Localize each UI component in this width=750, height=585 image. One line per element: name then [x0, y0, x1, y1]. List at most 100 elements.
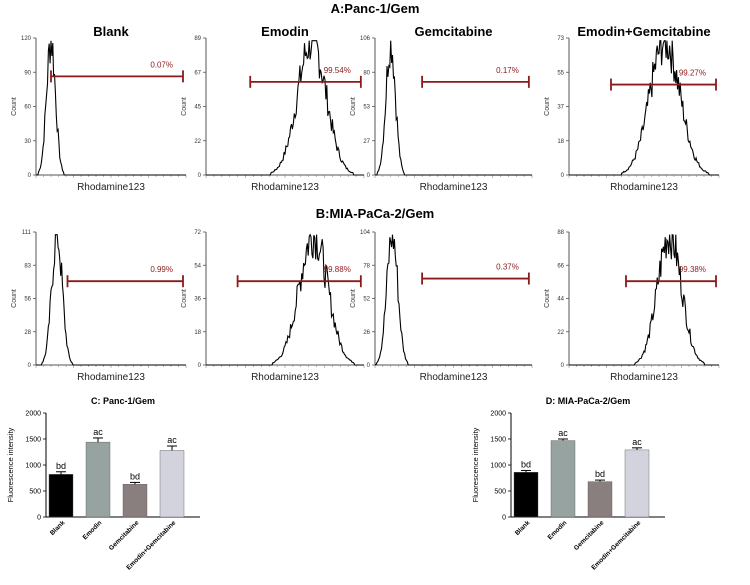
histogram-panel: 0 28 56 83 111 Count Rhodamine123 0.99% [11, 230, 187, 383]
y-axis-label: Count [11, 97, 18, 116]
histogram-panel: Blank 0 30 60 90 120 Count Rhodamine123 0.07% [11, 24, 187, 193]
y-tick-label: 88 [557, 230, 564, 236]
y-tick-label: 1000 [25, 463, 41, 470]
x-axis-label: Rhodamine123 [251, 372, 319, 383]
panel-title: Emodin+Gemcitabine [577, 24, 710, 39]
y-tick-label: 53 [363, 105, 370, 111]
panel-title: Emodin [261, 24, 309, 39]
histogram-panel: 0 18 36 54 72 Count Rhodamine123 99.88% [181, 230, 365, 383]
bar [48, 474, 74, 518]
y-tick-label: 83 [24, 263, 31, 269]
y-tick-label: 67 [194, 70, 201, 76]
bar [587, 481, 613, 518]
histogram-panel: 0 26 52 78 104 Count Rhodamine123 0.37% [350, 230, 533, 383]
y-tick-label: 28 [24, 330, 31, 336]
y-tick-label: 0 [198, 173, 202, 179]
significance-label: bd [130, 471, 140, 481]
histogram-trace [36, 234, 186, 366]
y-tick-label: 52 [363, 297, 370, 303]
y-tick-label: 1500 [490, 437, 506, 444]
y-tick-label: 54 [194, 263, 201, 269]
category-label: Gemcitabine [108, 519, 141, 552]
bar-chart: D: MIA-PaCa-2/Gem 0 500 1000 1500 2000 Fluores… [471, 396, 665, 572]
y-tick-label: 27 [363, 139, 370, 145]
y-tick-label: 120 [21, 36, 32, 42]
y-axis-label: Count [11, 289, 18, 308]
y-tick-label: 89 [194, 36, 201, 42]
histogram-panel: 0 22 44 66 88 Count Rhodamine123 99.38% [544, 230, 720, 383]
y-axis-label: Count [181, 97, 188, 116]
y-tick-label: 56 [24, 297, 31, 303]
histogram-trace [569, 40, 719, 176]
y-tick-label: 500 [494, 489, 506, 496]
bar [624, 449, 650, 518]
y-tick-label: 0 [37, 515, 41, 522]
y-tick-label: 90 [24, 70, 31, 76]
gate-percentage-label: 99.54% [324, 66, 351, 75]
category-label: Blank [49, 519, 67, 537]
y-tick-label: 0 [502, 515, 506, 522]
y-tick-label: 0 [561, 363, 565, 369]
y-tick-label: 0 [367, 173, 371, 179]
bar-chart: C: Panc-1/Gem 0 500 1000 1500 2000 Fluorescenc… [6, 396, 200, 572]
y-tick-label: 22 [557, 330, 564, 336]
section-a-title: A:Panc-1/Gem [331, 1, 420, 16]
y-axis-label: Count [181, 289, 188, 308]
significance-label: bd [595, 469, 605, 479]
y-axis-label: Count [544, 97, 551, 116]
histogram-trace [206, 40, 364, 176]
bar-chart-title: D: MIA-PaCa-2/Gem [546, 396, 631, 406]
bar [85, 441, 111, 518]
y-tick-label: 60 [24, 105, 31, 111]
histogram-trace [375, 40, 532, 176]
gate-percentage-label: 99.88% [324, 265, 351, 274]
y-tick-label: 0 [28, 173, 32, 179]
histogram-panel: Emodin 0 22 45 67 89 Count Rhodamine123 99.54% [181, 24, 365, 193]
y-tick-label: 36 [194, 297, 201, 303]
significance-label: ac [93, 427, 103, 437]
y-tick-label: 500 [29, 489, 41, 496]
histogram-trace [569, 233, 719, 366]
y-tick-label: 0 [561, 173, 565, 179]
y-tick-label: 80 [363, 70, 370, 76]
gate-percentage-label: 0.37% [496, 263, 519, 272]
bar [513, 472, 539, 518]
y-axis-label: Count [544, 289, 551, 308]
x-axis-label: Rhodamine123 [420, 182, 488, 193]
y-tick-label: 66 [557, 263, 564, 269]
x-axis-label: Rhodamine123 [77, 182, 145, 193]
histogram-panel: Gemcitabine 0 27 53 80 106 Count Rhodamine123 0.… [350, 24, 533, 193]
y-tick-label: 73 [557, 36, 564, 42]
y-tick-label: 72 [194, 230, 201, 236]
histogram-panel: Emodin+Gemcitabine 0 18 37 55 73 Count Rhodamin… [544, 24, 720, 193]
gate-percentage-label: 99.27% [679, 69, 706, 78]
y-tick-label: 104 [360, 230, 371, 236]
bar-chart-title: C: Panc-1/Gem [91, 396, 155, 406]
y-axis-label: Fluorescence intensity [6, 427, 15, 502]
y-axis-label: Count [350, 289, 357, 308]
histogram-trace [36, 40, 186, 176]
histogram-trace [375, 234, 532, 366]
category-label: Emodin [82, 519, 104, 541]
significance-label: bd [56, 461, 66, 471]
significance-label: bd [521, 459, 531, 469]
category-label: Blank [514, 519, 532, 537]
x-axis-label: Rhodamine123 [610, 372, 678, 383]
y-tick-label: 26 [363, 330, 370, 336]
significance-label: ac [558, 428, 568, 438]
x-axis-label: Rhodamine123 [610, 182, 678, 193]
category-label: Emodin [547, 519, 569, 541]
category-label: Gemcitabine [573, 519, 606, 552]
histogram-trace [206, 233, 364, 366]
bar [122, 484, 148, 518]
y-tick-label: 45 [194, 105, 201, 111]
y-tick-label: 44 [557, 297, 564, 303]
y-tick-label: 0 [198, 363, 202, 369]
y-axis-label: Fluorescence intensity [471, 427, 480, 502]
y-tick-label: 78 [363, 263, 370, 269]
y-tick-label: 55 [557, 70, 564, 76]
bar [159, 450, 185, 518]
x-axis-label: Rhodamine123 [251, 182, 319, 193]
bar [550, 440, 576, 518]
section-b-title: B:MIA-PaCa-2/Gem [316, 206, 434, 221]
